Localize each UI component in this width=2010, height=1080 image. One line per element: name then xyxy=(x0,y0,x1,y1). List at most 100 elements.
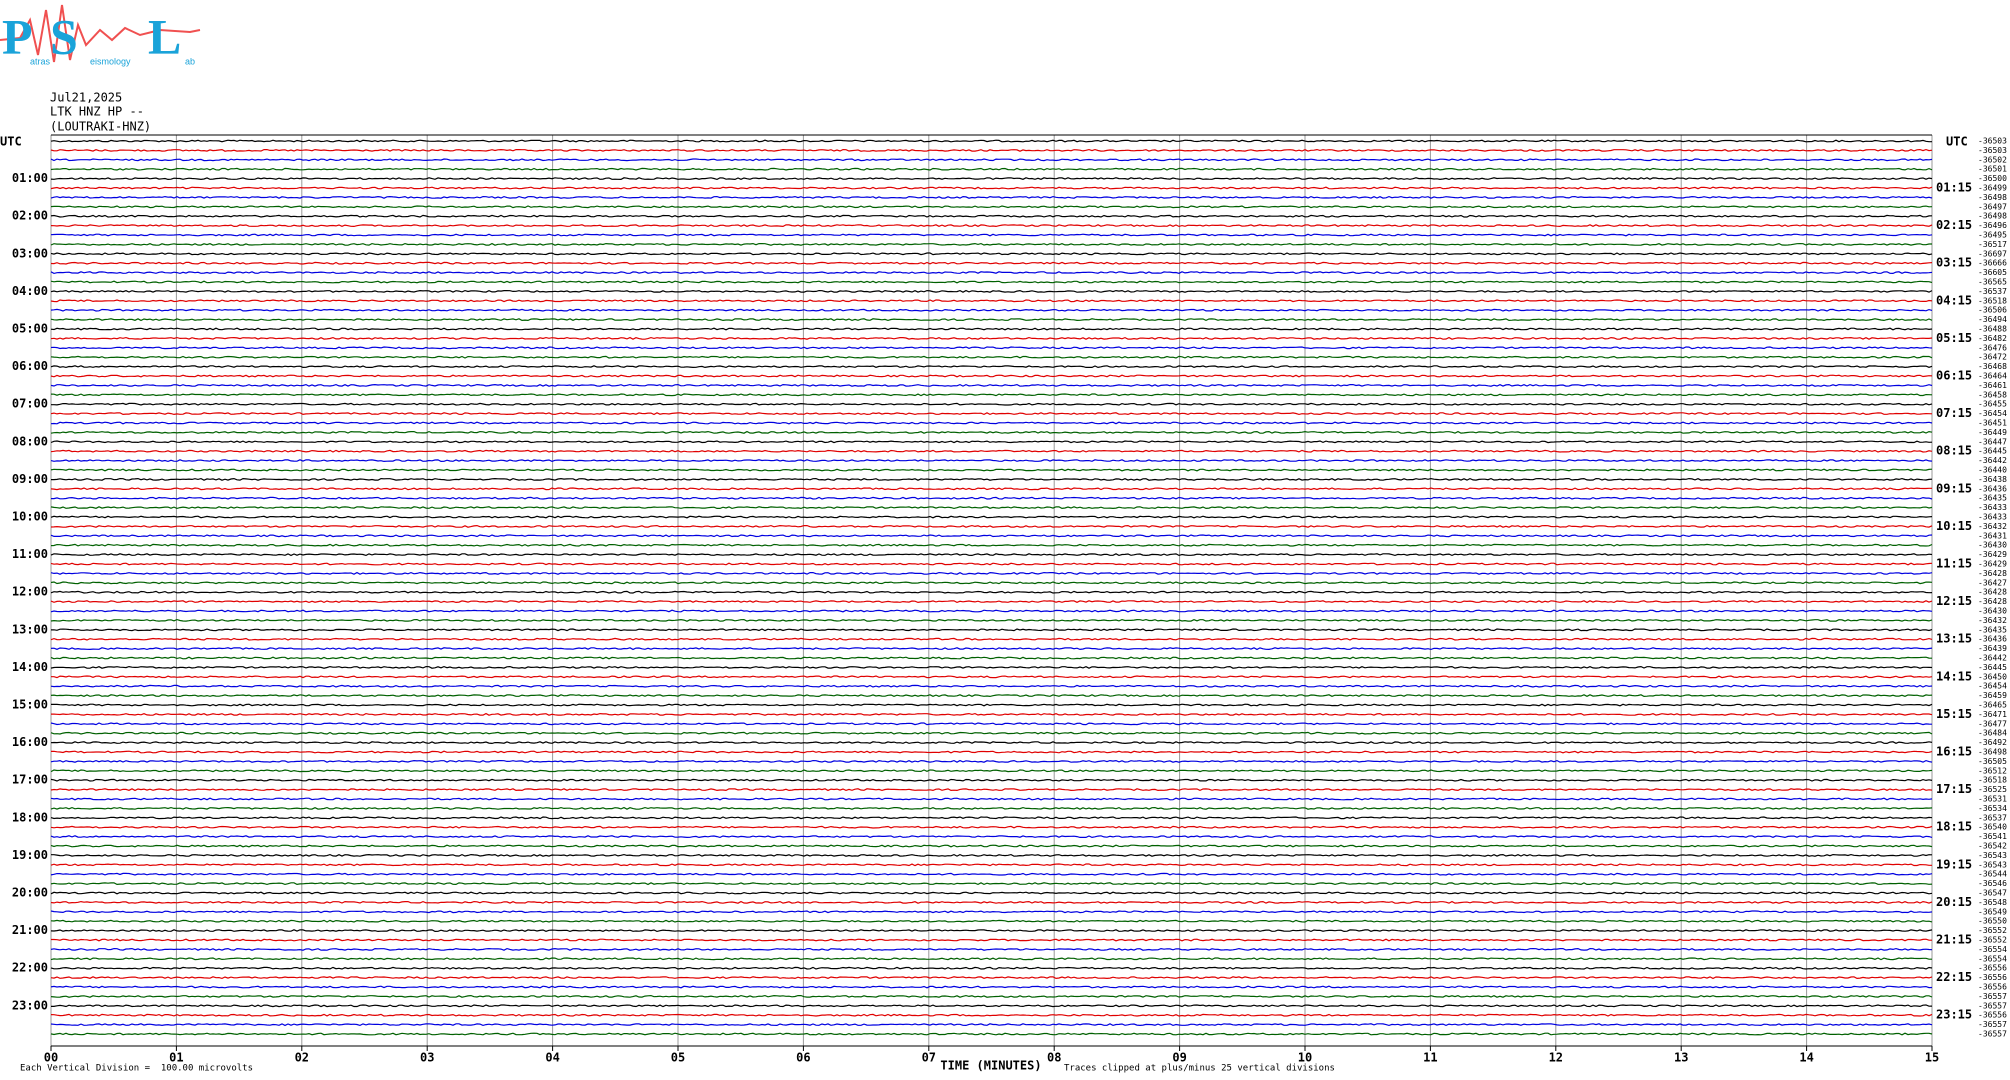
trace-offset: -36472 xyxy=(1978,353,2007,362)
right-hour-label: 13:15 xyxy=(1936,632,1972,646)
right-hour-label: 21:15 xyxy=(1936,933,1972,947)
trace-offset: -36556 xyxy=(1978,1011,2007,1020)
trace xyxy=(51,712,1933,716)
trace-offset: -36498 xyxy=(1978,212,2007,221)
trace-offset: -36499 xyxy=(1978,184,2007,193)
trace-offset: -36459 xyxy=(1978,691,2007,700)
x-tick-label: 05 xyxy=(671,1051,685,1065)
trace xyxy=(50,224,1933,228)
x-tick-label: 08 xyxy=(1047,1051,1061,1065)
trace-offset: -36497 xyxy=(1978,202,2007,211)
trace xyxy=(51,402,1933,406)
right-hour-label: 15:15 xyxy=(1936,707,1972,721)
trace-offset: -36537 xyxy=(1978,813,2007,822)
trace xyxy=(50,844,1933,848)
trace-offset: -36468 xyxy=(1978,362,2007,371)
trace xyxy=(50,609,1933,613)
trace xyxy=(50,731,1933,735)
trace-offset: -36547 xyxy=(1978,889,2007,898)
left-hour-label: 22:00 xyxy=(12,961,48,975)
trace xyxy=(50,825,1933,829)
trace-offset: -36439 xyxy=(1978,644,2007,653)
right-hour-label: 09:15 xyxy=(1936,481,1972,495)
trace-offset: -36502 xyxy=(1978,155,2007,164)
trace xyxy=(51,938,1932,942)
right-hour-label: 11:15 xyxy=(1936,557,1972,571)
trace-offset: -36500 xyxy=(1978,174,2007,183)
trace-offset: -36556 xyxy=(1978,964,2007,973)
trace xyxy=(50,769,1933,773)
trace xyxy=(50,976,1933,980)
logo: P S L atras eismology ab xyxy=(0,4,201,66)
trace-offset: -36506 xyxy=(1978,306,2007,315)
trace-offset: -36438 xyxy=(1978,475,2007,484)
trace xyxy=(50,355,1933,359)
trace-offset: -36605 xyxy=(1978,268,2007,277)
left-hour-label: 04:00 xyxy=(12,284,48,298)
trace-offset: -36488 xyxy=(1978,325,2007,334)
right-hour-label: 04:15 xyxy=(1936,293,1972,307)
left-hour-label: 15:00 xyxy=(12,698,48,712)
trace xyxy=(50,872,1933,876)
left-hour-label: 13:00 xyxy=(12,622,48,636)
trace xyxy=(50,543,1933,547)
right-axis-title: UTC xyxy=(1946,135,1968,149)
trace xyxy=(50,308,1933,312)
trace-offset: -36503 xyxy=(1978,137,2007,146)
right-hour-label: 01:15 xyxy=(1936,181,1972,195)
trace-offset: -36556 xyxy=(1978,973,2007,982)
right-hour-label: 18:15 xyxy=(1936,820,1972,834)
trace-offset: -36512 xyxy=(1978,766,2007,775)
x-tick-label: 07 xyxy=(922,1051,936,1065)
trace-offset: -36518 xyxy=(1978,776,2007,785)
trace-offset: -36525 xyxy=(1978,785,2007,794)
trace-offset: -36429 xyxy=(1978,560,2007,569)
trace-offset: -36543 xyxy=(1978,851,2007,860)
trace xyxy=(50,148,1933,152)
trace xyxy=(50,195,1933,199)
trace xyxy=(50,336,1933,340)
right-hour-label: 12:15 xyxy=(1936,594,1972,608)
station: (LOUTRAKI-HNZ) xyxy=(50,120,151,134)
trace-offset: -36484 xyxy=(1978,729,2007,738)
right-hour-label: 19:15 xyxy=(1936,857,1972,871)
trace xyxy=(50,233,1933,237)
trace xyxy=(50,487,1932,491)
trace-offset: -36498 xyxy=(1978,193,2007,202)
trace xyxy=(50,1032,1933,1036)
trace xyxy=(50,459,1933,463)
trace-offset: -36435 xyxy=(1978,625,2007,634)
left-hour-label: 09:00 xyxy=(12,472,48,486)
trace-offset: -36445 xyxy=(1978,447,2007,456)
trace-offset: -36503 xyxy=(1978,146,2007,155)
trace xyxy=(50,957,1932,961)
trace xyxy=(50,900,1933,904)
right-hour-label: 23:15 xyxy=(1936,1008,1972,1022)
trace xyxy=(50,665,1933,669)
trace xyxy=(50,440,1933,444)
trace-offset: -36666 xyxy=(1978,259,2007,268)
trace xyxy=(50,167,1933,171)
trace xyxy=(50,252,1933,256)
trace xyxy=(50,242,1932,246)
trace xyxy=(50,985,1933,989)
trace xyxy=(50,647,1933,651)
trace xyxy=(51,477,1933,481)
trace xyxy=(50,750,1933,754)
trace xyxy=(50,186,1933,190)
trace-offset: -36428 xyxy=(1978,588,2007,597)
trace-offset: -36554 xyxy=(1978,954,2007,963)
trace xyxy=(50,393,1933,397)
logo-letter: L xyxy=(148,8,181,64)
trace xyxy=(50,468,1933,472)
x-tick-label: 12 xyxy=(1549,1051,1563,1065)
left-hour-label: 19:00 xyxy=(12,848,48,862)
trace xyxy=(50,797,1933,801)
trace-offset: -36495 xyxy=(1978,231,2007,240)
trace xyxy=(50,346,1933,350)
trace xyxy=(50,590,1933,594)
trace-offset: -36465 xyxy=(1978,701,2007,710)
left-hour-label: 23:00 xyxy=(12,998,48,1012)
right-hour-label: 03:15 xyxy=(1936,256,1972,270)
